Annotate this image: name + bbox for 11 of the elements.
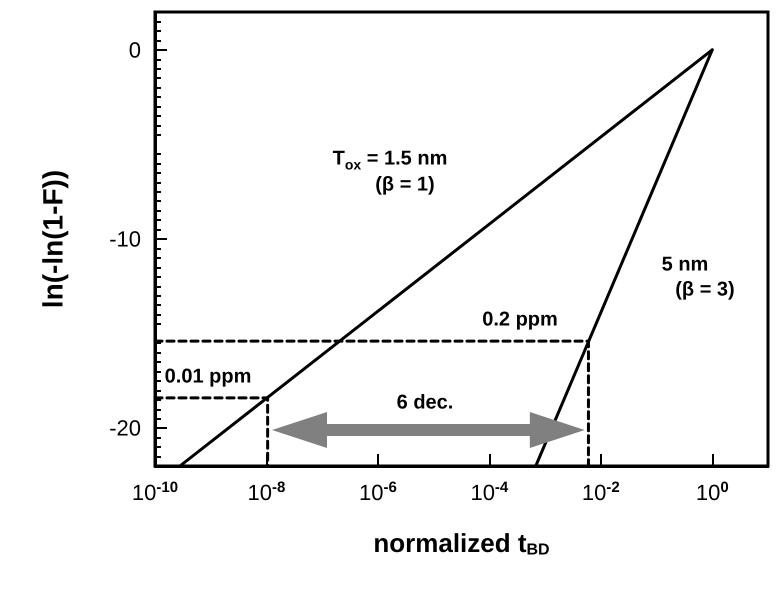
y-tick-label: -20	[109, 416, 141, 441]
annotation: 6 dec.	[396, 392, 454, 414]
annotation: (β = 3)	[675, 278, 735, 302]
y-axis-title: ln(-ln(1-F))	[38, 170, 68, 308]
annotation: 5 nm	[662, 254, 708, 276]
annotation: 0.01 ppm	[164, 366, 252, 388]
annotation: T$_{ox}$ = 1.5 nm	[332, 148, 448, 172]
y-tick-label: 0	[128, 37, 141, 62]
annotation: (β = 1)	[375, 174, 435, 196]
annotation: 0.2 ppm	[482, 308, 558, 332]
y-tick-label: -10	[109, 226, 141, 252]
